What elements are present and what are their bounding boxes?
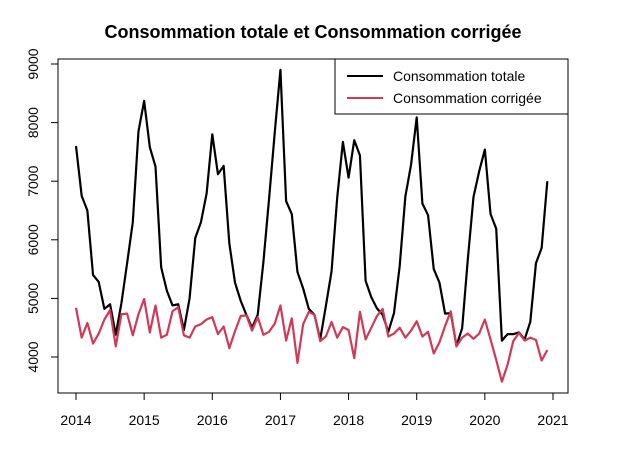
x-tick-label-2014: 2014 <box>60 412 91 428</box>
chart-title: Consommation totale et Consommation corr… <box>104 22 521 42</box>
y-axis: 4000 5000 6000 7000 8000 9000 <box>25 48 59 373</box>
y-tick-label-4000: 4000 <box>25 341 41 372</box>
x-tick-label-2020: 2020 <box>469 412 500 428</box>
legend-box <box>334 58 569 115</box>
x-tick-label-2018: 2018 <box>333 412 364 428</box>
y-tick-label-5000: 5000 <box>25 283 41 314</box>
y-tick-label-6000: 6000 <box>25 224 41 255</box>
x-axis: 2014 2015 2016 2017 2018 2019 2020 2021 <box>60 392 569 428</box>
x-tick-label-2021: 2021 <box>537 412 568 428</box>
y-tick-label-8000: 8000 <box>25 107 41 138</box>
x-tick-label-2019: 2019 <box>401 412 432 428</box>
x-tick-label-2016: 2016 <box>197 412 228 428</box>
x-tick-label-2015: 2015 <box>129 412 160 428</box>
legend-label-total: Consommation totale <box>393 68 526 84</box>
y-tick-label-7000: 7000 <box>25 165 41 196</box>
series-line-consommation-totale <box>74 68 549 347</box>
legend: Consommation totale Consommation corrigé… <box>334 58 569 115</box>
x-tick-label-2017: 2017 <box>265 412 296 428</box>
y-tick-label-9000: 9000 <box>25 48 41 79</box>
legend-label-corrigee: Consommation corrigée <box>393 90 542 106</box>
series-layer <box>74 68 549 383</box>
series-line-consommation-corrigee <box>74 297 549 383</box>
